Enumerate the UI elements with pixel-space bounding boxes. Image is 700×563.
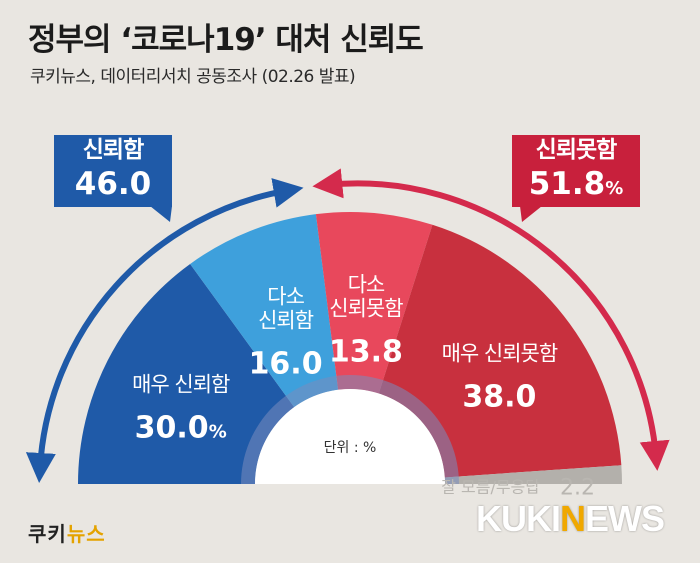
distrust-callout-tail (520, 206, 542, 222)
slice-label-5: 잘 모름/무응답 2.2 (441, 475, 595, 500)
slice-name-3: 다소 (348, 273, 385, 297)
slice-value-2: 16.0 (249, 346, 323, 381)
slice-value-4: 38.0 (462, 380, 536, 415)
kuki-logo-part1: 쿠키 (28, 522, 67, 546)
distrust-callout-label: 신뢰못함 (535, 137, 618, 163)
slice-name-2: 신뢰함 (258, 308, 314, 332)
trust-callout-value: 46.0 (74, 166, 152, 202)
kuki-logo-part2: 뉴스 (66, 522, 106, 546)
slice-name-5: 잘 모름/무응답 (441, 477, 540, 496)
page-subtitle: 쿠키뉴스, 데이터리서치 공동조사 (02.26 발표) (30, 67, 356, 87)
kukinews-logo-part3: EWS (584, 498, 665, 539)
slice-name-2: 다소 (267, 284, 304, 308)
distrust-callout-value-wrap: 51.8% (512, 165, 640, 208)
kuki-logo: 쿠키뉴스 (28, 518, 106, 547)
slice-name-1: 매우 신뢰함 (132, 373, 230, 397)
distrust-callout: 신뢰못함 51.8% (512, 135, 640, 207)
kukinews-logo-part2: N (559, 498, 586, 539)
unit-label: 단위 : % (324, 440, 377, 456)
slice-value-5: 2.2 (560, 475, 595, 500)
kukinews-logo: KUKINEWS (475, 498, 665, 540)
slice-unit-1: % (209, 422, 227, 443)
page-title: 정부의 ‘코로나19’ 대처 신뢰도 (28, 22, 424, 58)
distrust-callout-value: 51.8 (528, 166, 606, 202)
trust-group-arrow (25, 178, 304, 483)
slice-name-4: 매우 신뢰못함 (442, 342, 558, 366)
slice-value-3: 13.8 (329, 335, 403, 370)
slice-label-4: 매우 신뢰못함 38.0 (442, 342, 559, 415)
kukinews-logo-part1: KUKI (475, 498, 561, 539)
trust-callout-label: 신뢰함 (82, 137, 144, 163)
distrust-callout-unit: % (605, 178, 624, 199)
trust-callout: 신뢰함 46.0 (54, 135, 172, 207)
trust-callout-tail (150, 206, 172, 222)
distrust-group-arrow (312, 168, 670, 471)
slice-name-3: 신뢰못함 (329, 297, 403, 321)
